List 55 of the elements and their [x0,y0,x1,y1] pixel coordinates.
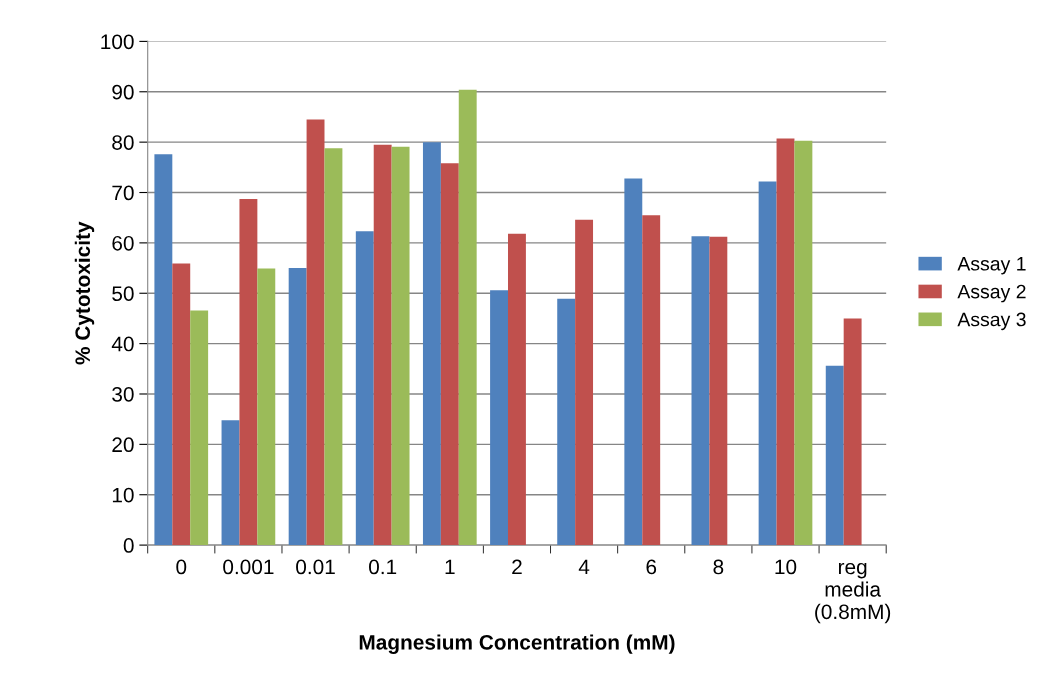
y-tick-label: 30 [112,386,134,402]
y-tick-label: 80 [112,135,134,150]
bar [458,89,477,546]
legend-label: Assay 2 [957,284,1026,303]
y-tick-label: 70 [112,185,134,201]
x-tick-label: 0.1 [369,559,397,575]
y-tick-label: 20 [112,437,134,453]
bar [355,231,374,546]
bar [843,318,862,546]
bar [794,140,813,546]
bar [709,236,728,546]
legend-label: Assay 1 [957,257,1026,275]
bar [190,310,209,546]
bar [221,420,240,546]
bar [575,219,594,546]
y-tick-label: 90 [112,84,134,100]
y-tick-label: 10 [112,487,134,503]
bar [624,178,643,546]
y-axis-title: % Cytotoxicity [74,221,95,365]
x-tick-label: 0.001 [223,559,274,575]
bar [324,148,343,546]
bar [557,298,576,546]
bar [154,154,173,546]
bar [422,142,441,546]
bar [288,268,307,546]
x-tick-label: 4 [578,559,590,575]
bar [508,233,526,546]
bar [825,365,844,546]
y-tick-label: 0 [123,538,134,553]
y-tick-label: 50 [112,286,134,301]
bar [172,263,191,546]
x-tick-label: 10 [775,559,797,575]
x-tick-label: 2 [512,559,522,575]
bar [257,268,276,546]
bar [440,163,459,546]
legend-label: Assay 3 [957,312,1026,331]
y-tick-label: 40 [111,336,134,352]
x-tick-label: reg media (0.8mM) [815,562,891,624]
x-tick-label: 1 [445,559,455,575]
bar [776,138,795,546]
x-axis-title: Magnesium Concentration (mM) [359,634,675,654]
bar [391,146,410,546]
bar [239,199,258,546]
x-tick-label: 6 [646,559,657,575]
bar [306,119,325,546]
y-tick-label: 100 [101,34,134,50]
x-tick-label: 0 [176,559,187,575]
bar [691,236,710,546]
bar [642,215,661,546]
y-tick-label: 60 [112,235,134,251]
bar [490,290,508,546]
x-tick-label: 0.01 [296,559,335,575]
bar [758,181,777,546]
x-tick-label: 8 [713,559,724,575]
bar [373,144,392,546]
